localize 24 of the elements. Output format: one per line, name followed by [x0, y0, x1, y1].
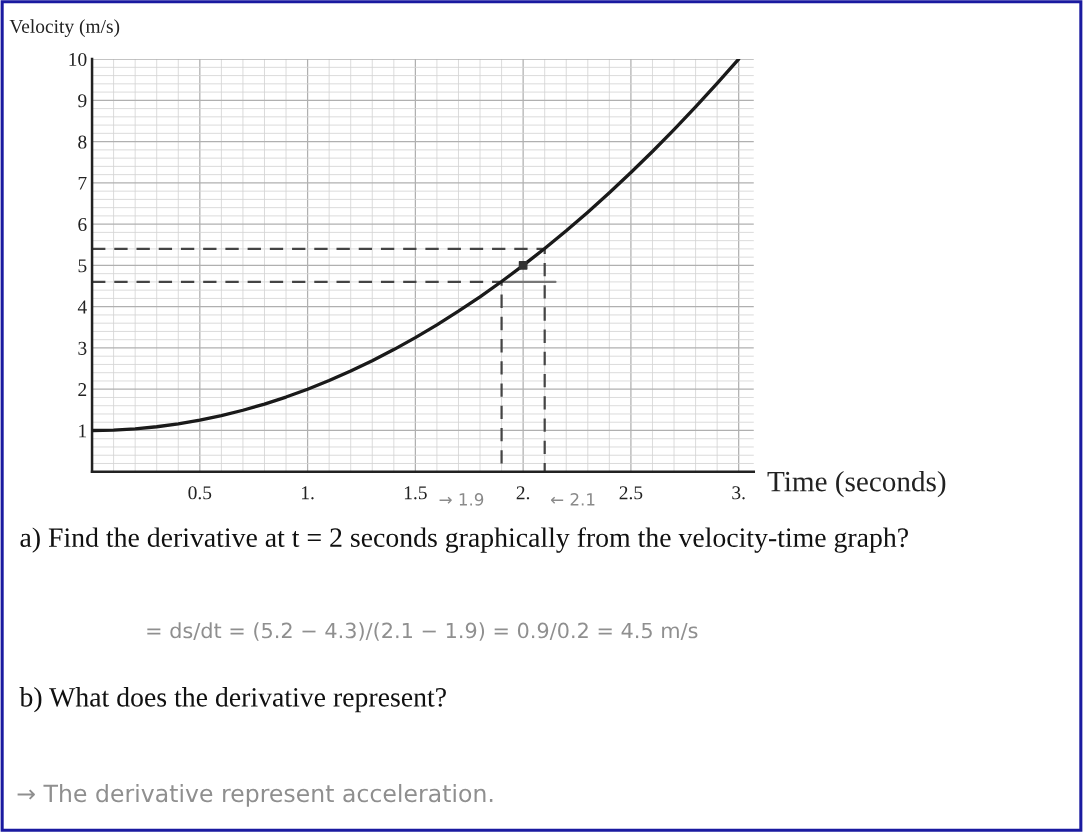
text: a) Find the derivative at t = 2 seconds graphically from the velocity-time graph? [20, 527, 908, 553]
y-tick-label: 2 [78, 383, 87, 396]
y-tick-label: 4 [77, 300, 87, 314]
x-tick-label: 2. [516, 486, 530, 500]
x-tick-label: 1.5 [404, 486, 427, 500]
y-tick-label: 6 [78, 218, 87, 232]
x-axis-title: Time (seconds) [767, 470, 946, 498]
text: ← 2.1 [550, 493, 595, 506]
y-tick-label: 10 [69, 52, 87, 67]
y-tick-label: 5 [78, 259, 87, 273]
x-tick-label: 2.5 [619, 486, 643, 500]
text: → 1.9 [439, 493, 484, 506]
y-tick-label: 7 [78, 176, 87, 190]
y-tick-label: 9 [78, 94, 87, 108]
y-tick-label: 1 [79, 424, 87, 438]
text: b) What does the derivative represent? [19, 687, 446, 713]
text: = ds/dt = (5.2 − 4.3)/(2.1 − 1.9) = 0.9/0.2 = 4.5 m/s [147, 622, 698, 641]
x-tick-label: 3. [732, 486, 745, 500]
x-tick-label: 1. [302, 486, 314, 500]
y-axis-title: Velocity (m/s) [9, 19, 120, 37]
text: → The derivative represent acceleration. [17, 783, 493, 807]
x-tick-label: 0.5 [188, 486, 212, 500]
y-tick-label: 8 [78, 135, 87, 149]
y-tick-label: 3 [78, 341, 87, 355]
